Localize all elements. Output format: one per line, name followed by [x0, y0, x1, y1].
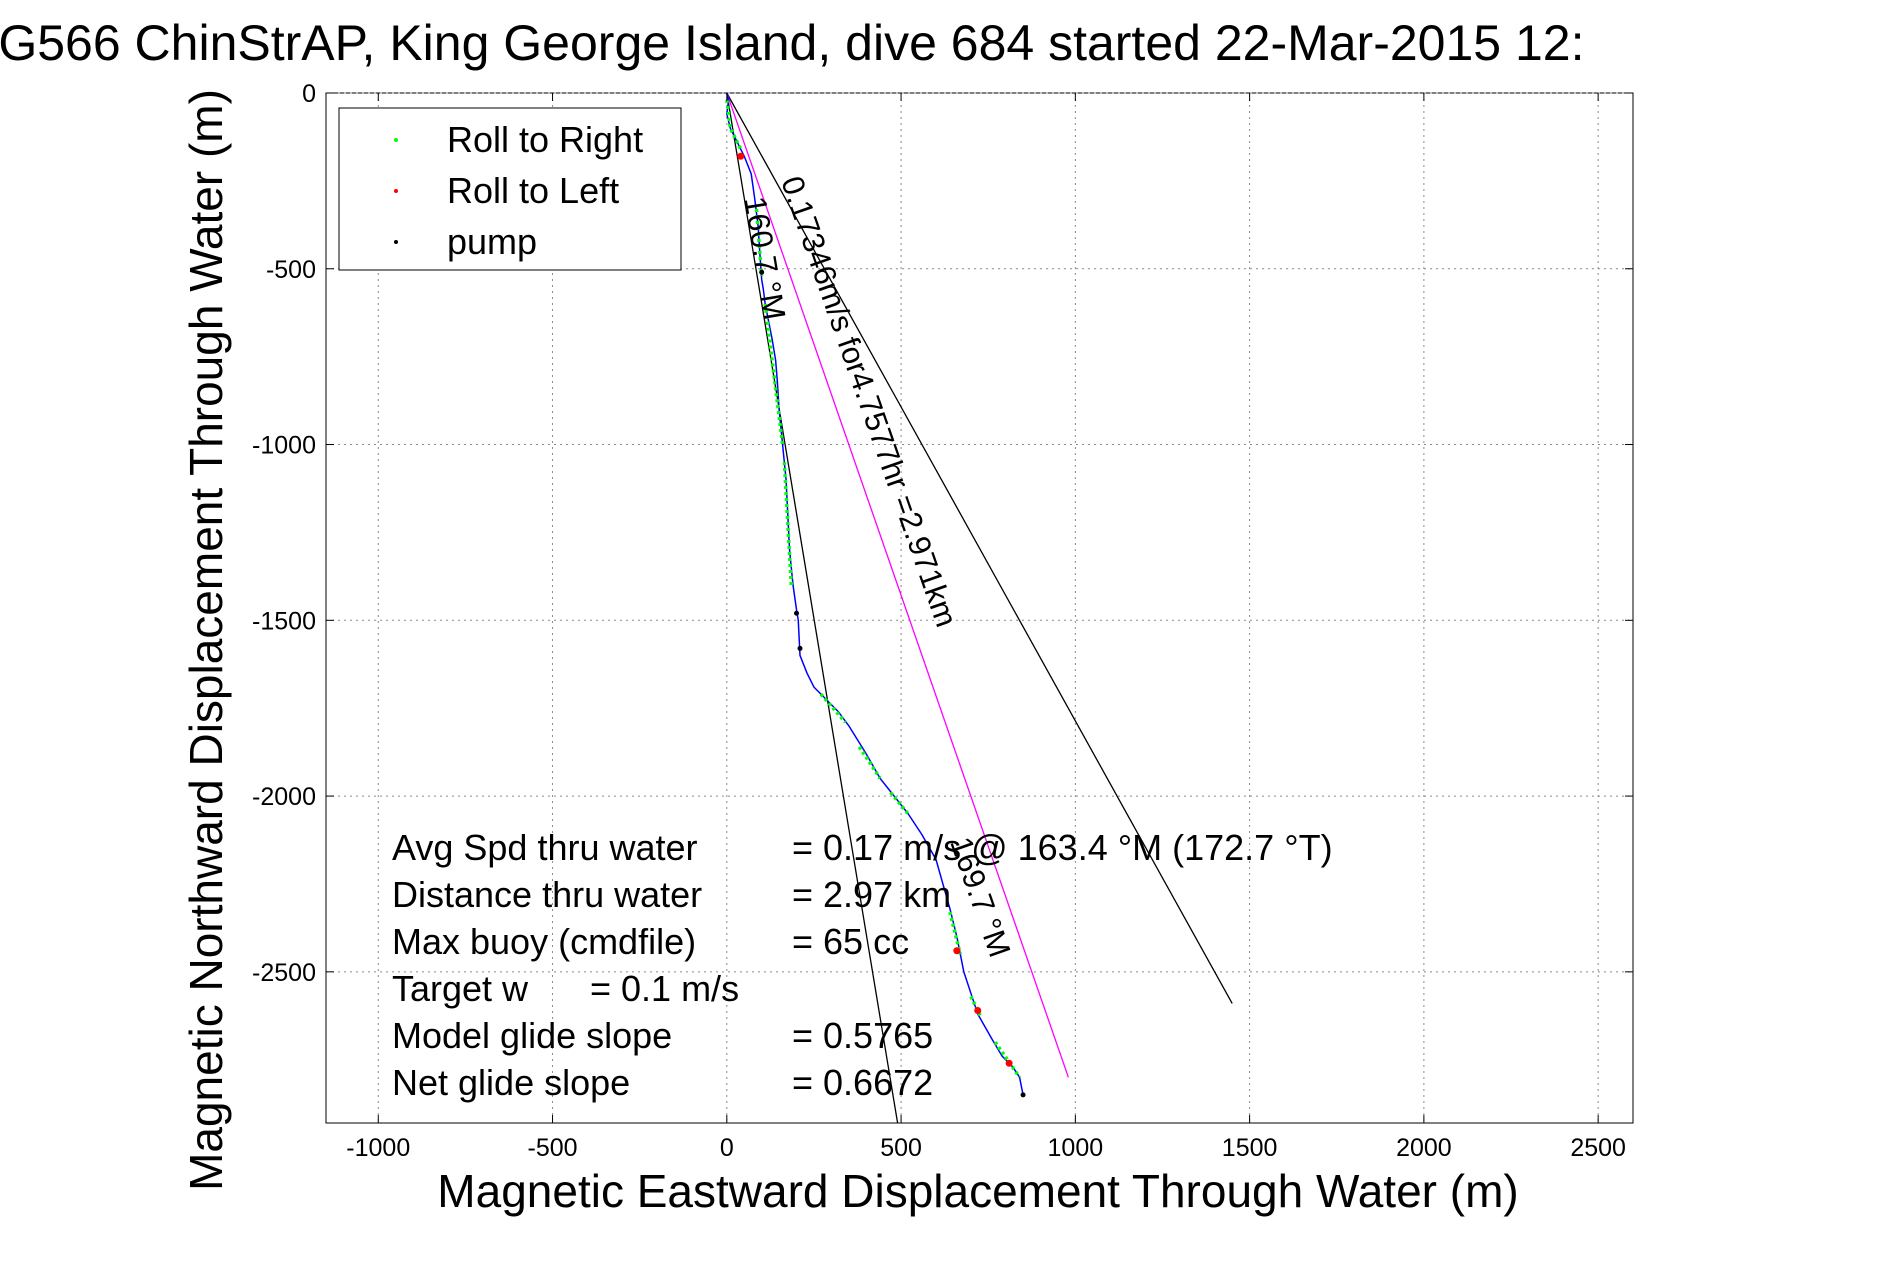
legend-marker [394, 240, 398, 244]
roll-left-point [737, 152, 745, 160]
x-tick-label: 0 [720, 1134, 734, 1162]
roll-right-segment [754, 208, 764, 276]
x-tick-label: 1000 [1048, 1134, 1104, 1162]
stat-value: = 0.1 m/s [590, 968, 739, 1009]
pump-point [797, 645, 803, 651]
stat-label: Max buoy (cmdfile) [392, 921, 696, 962]
x-tick-label: 500 [880, 1134, 922, 1162]
legend-marker [394, 138, 398, 142]
y-tick-label: -500 [266, 256, 316, 284]
roll-right-segment [948, 911, 963, 955]
legend-marker [394, 189, 398, 193]
x-tick-label: -1000 [346, 1134, 410, 1162]
stat-value: = 0.6672 [792, 1062, 933, 1103]
roll-right-segment [889, 791, 910, 815]
x-tick-label: 2000 [1396, 1134, 1452, 1162]
stat-value: = 0.17 m/s @ 163.4 °M (172.7 °T) [792, 827, 1333, 868]
roll-right-segment [993, 1041, 1022, 1079]
x-axis-ticks: -1000 -500 0 500 1000 1500 2000 2500 [346, 93, 1626, 1162]
pump-point [1020, 1092, 1026, 1098]
pump-point [794, 610, 800, 616]
legend-entry: Roll to Left [447, 170, 619, 211]
y-tick-label: -1500 [252, 607, 316, 635]
roll-left-point [1005, 1059, 1013, 1067]
pump-point [759, 269, 765, 275]
stat-label: Net glide slope [392, 1062, 630, 1103]
reference-line [726, 92, 899, 1124]
stat-label: Avg Spd thru water [392, 827, 698, 868]
reference-line [726, 92, 1233, 1004]
legend: Roll to Right Roll to Left pump [338, 107, 682, 271]
stat-value: = 65 cc [792, 921, 909, 962]
x-tick-label: -500 [528, 1134, 578, 1162]
grid-lines [326, 92, 1633, 1123]
roll-right-segment [725, 99, 743, 151]
roll-right-segment [819, 692, 847, 724]
stat-value: = 0.5765 [792, 1015, 933, 1056]
reference-lines [726, 92, 1233, 1124]
roll-right-segment [969, 995, 983, 1019]
roll-right-segment [782, 462, 794, 586]
roll-left-point [974, 1007, 982, 1015]
x-tick-label: 1500 [1222, 1134, 1278, 1162]
legend-entry: pump [447, 221, 537, 262]
y-axis-ticks: 0 -500 -1000 -1500 -2000 -2500 [252, 80, 1633, 987]
x-tick-label: 2500 [1570, 1134, 1626, 1162]
roll-left-point [953, 947, 961, 955]
roll-markers [725, 99, 1026, 1098]
y-axis-label: Magnetic Northward Displacement Through … [180, 89, 232, 1191]
stat-value: = 2.97 km [792, 874, 951, 915]
legend-entry: Roll to Right [447, 119, 643, 160]
reference-line [726, 92, 1069, 1078]
stat-label: Model glide slope [392, 1015, 672, 1056]
roll-right-segment [857, 745, 882, 780]
stat-label: Target w [392, 968, 529, 1009]
y-tick-label: 0 [302, 80, 316, 108]
y-tick-label: -2000 [252, 783, 316, 811]
stat-label: Distance thru water [392, 874, 702, 915]
chart-title: SG566 ChinStrAP, King George Island, div… [0, 15, 1584, 71]
y-tick-label: -1000 [252, 432, 316, 460]
x-axis-label: Magnetic Eastward Displacement Through W… [437, 1165, 1518, 1217]
stats-block: Avg Spd thru water = 0.17 m/s @ 163.4 °M … [392, 827, 1333, 1103]
y-tick-label: -2500 [252, 959, 316, 987]
